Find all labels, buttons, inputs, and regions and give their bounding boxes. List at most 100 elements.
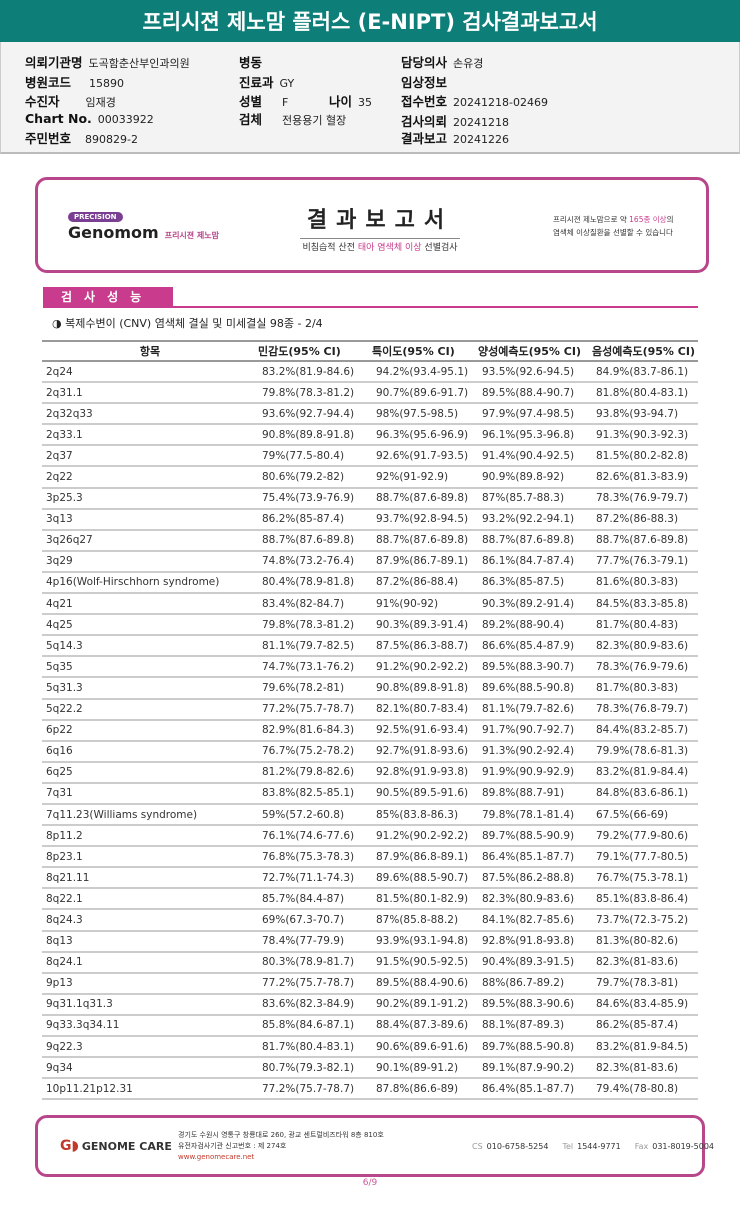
cell-value: 91.2%(90.2-92.2) xyxy=(372,656,478,679)
cell-item: 8q21.11 xyxy=(42,867,258,890)
cell-item: 7q31 xyxy=(42,782,258,805)
cell-value: 88.7%(87.6-89.8) xyxy=(478,529,592,552)
cell-value: 83.8%(82.5-85.1) xyxy=(258,782,372,805)
field-rrn: 주민번호 890829-2 xyxy=(25,131,138,146)
table-row: 5q14.3 81.1%(79.7-82.5) 87.5%(86.3-88.7) 86… xyxy=(42,635,698,658)
cell-value: 85.1%(83.8-86.4) xyxy=(592,888,698,911)
cell-item: 6q25 xyxy=(42,761,258,784)
cell-value: 74.7%(73.1-76.2) xyxy=(258,656,372,679)
cell-value: 93.6%(92.7-94.4) xyxy=(258,403,372,426)
column-header: 항목 xyxy=(42,340,258,362)
column-header: 특이도(95% CI) xyxy=(372,340,478,362)
cell-value: 79%(77.5-80.4) xyxy=(258,445,372,468)
cell-value: 92.6%(91.7-93.5) xyxy=(372,445,478,468)
cell-value: 76.7%(75.2-78.2) xyxy=(258,740,372,763)
table-row: 8q21.11 72.7%(71.1-74.3) 89.6%(88.5-90.7) 8… xyxy=(42,867,698,890)
cell-value: 81.7%(80.4-83.1) xyxy=(258,1036,372,1059)
footer-address: 경기도 수원시 영통구 창룡대로 260, 광교 센트럴비즈타워 8층 810호… xyxy=(178,1131,384,1161)
table-row: 8q24.1 80.3%(78.9-81.7) 91.5%(90.5-92.5) 90… xyxy=(42,951,698,974)
cell-item: 6p22 xyxy=(42,719,258,742)
cell-value: 93.2%(92.2-94.1) xyxy=(478,508,592,531)
cell-value: 84.6%(83.4-85.9) xyxy=(592,993,698,1016)
cell-value: 79.9%(78.6-81.3) xyxy=(592,740,698,763)
table-row: 6p22 82.9%(81.6-84.3) 92.5%(91.6-93.4) 91.7… xyxy=(42,719,698,742)
cell-value: 86.4%(85.1-87.7) xyxy=(478,846,592,869)
table-row: 8q13 78.4%(77-79.9) 93.9%(93.1-94.8) 92.8%(… xyxy=(42,930,698,953)
cell-item: 9q34 xyxy=(42,1057,258,1080)
table-row: 2q37 79%(77.5-80.4) 92.6%(91.7-93.5) 91.4%(… xyxy=(42,445,698,468)
table-row: 7q31 83.8%(82.5-85.1) 90.5%(89.5-91.6) 89.8… xyxy=(42,782,698,805)
report-title-bar: 프리시젼 제노맘 플러스 (E-NIPT) 검사결과보고서 xyxy=(0,0,740,42)
cell-item: 6q16 xyxy=(42,740,258,763)
field-specimen: 검체 전용용기 혈장 xyxy=(239,112,347,127)
genome-care-logo-icon: G◗ xyxy=(60,1138,79,1154)
cell-value: 90.3%(89.3-91.4) xyxy=(372,614,478,637)
cell-value: 90.2%(89.1-91.2) xyxy=(372,993,478,1016)
cell-item: 10p11.21p12.31 xyxy=(42,1078,258,1101)
cell-value: 73.7%(72.3-75.2) xyxy=(592,909,698,932)
cell-item: 3p25.3 xyxy=(42,487,258,510)
table-row: 10p11.21p12.31 77.2%(75.7-78.7) 87.8%(86.6… xyxy=(42,1078,698,1101)
cell-value: 89.2%(88-90.4) xyxy=(478,614,592,637)
cell-item: 3q13 xyxy=(42,508,258,531)
cell-value: 82.3%(81-83.6) xyxy=(592,951,698,974)
cell-value: 79.4%(78-80.8) xyxy=(592,1078,698,1101)
cell-value: 89.6%(88.5-90.7) xyxy=(372,867,478,890)
cell-value: 85%(83.8-86.3) xyxy=(372,803,478,827)
field-report: 결과보고 20241226 xyxy=(401,131,510,146)
cell-value: 90.8%(89.8-91.8) xyxy=(372,677,478,700)
table-row: 9q33.3q34.11 85.8%(84.6-87.1) 88.4%(87.3-8… xyxy=(42,1014,698,1038)
report-tagline: 프리시젼 제노맘으로 약 165종 이상의 염색체 이상질환을 선별할 수 있습니… xyxy=(553,215,674,237)
cell-value: 92%(91-92.9) xyxy=(372,466,478,489)
table-row: 7q11.23(Williams syndrome) 59%(57.2-60.8)… xyxy=(42,803,698,827)
genome-care-logo: G◗ GENOME CARE xyxy=(60,1138,172,1154)
cell-value: 94.2%(93.4-95.1) xyxy=(372,361,478,384)
cell-value: 78.4%(77-79.9) xyxy=(258,930,372,953)
cell-value: 93.5%(92.6-94.5) xyxy=(478,361,592,384)
table-row: 9q22.3 81.7%(80.4-83.1) 90.6%(89.6-91.6) 89… xyxy=(42,1036,698,1059)
cell-value: 69%(67.3-70.7) xyxy=(258,909,372,932)
cell-item: 8p11.2 xyxy=(42,825,258,848)
cell-item: 5q14.3 xyxy=(42,635,258,658)
table-row: 8q22.1 85.7%(84.4-87) 81.5%(80.1-82.9) 82.3… xyxy=(42,888,698,911)
cell-value: 84.5%(83.3-85.8) xyxy=(592,593,698,616)
cell-value: 85.8%(84.6-87.1) xyxy=(258,1014,372,1038)
cell-value: 80.7%(79.3-82.1) xyxy=(258,1057,372,1080)
cell-value: 87.8%(86.6-89) xyxy=(372,1078,478,1101)
cell-value: 77.2%(75.7-78.7) xyxy=(258,972,372,995)
cell-item: 8p23.1 xyxy=(42,846,258,869)
cell-value: 87.5%(86.3-88.7) xyxy=(372,635,478,658)
cell-value: 77.7%(76.3-79.1) xyxy=(592,550,698,573)
cell-value: 91.3%(90.2-92.4) xyxy=(478,740,592,763)
cell-item: 4q25 xyxy=(42,614,258,637)
cell-item: 9q31.1q31.3 xyxy=(42,993,258,1016)
column-header: 음성예측도(95% CI) xyxy=(592,340,698,362)
field-code: 병원코드 15890 xyxy=(25,75,125,90)
cell-value: 96.1%(95.3-96.8) xyxy=(478,424,592,447)
report-heading: 결과보고서 xyxy=(300,202,460,239)
cell-value: 89.5%(88.4-90.7) xyxy=(478,382,592,405)
cell-value: 81.2%(79.8-82.6) xyxy=(258,761,372,784)
cell-value: 93.9%(93.1-94.8) xyxy=(372,930,478,953)
cell-value: 83.2%(81.9-84.6) xyxy=(258,361,372,384)
website-link[interactable]: www.genomecare.net xyxy=(178,1153,255,1161)
cell-value: 81.8%(80.4-83.1) xyxy=(592,382,698,405)
footer-contacts: CS 010-6758-5254 Tel 1544-9771 Fax 031-8019-5… xyxy=(472,1142,714,1151)
cell-item: 9p13 xyxy=(42,972,258,995)
cell-value: 91.7%(90.7-92.7) xyxy=(478,719,592,742)
cell-value: 87.5%(86.2-88.8) xyxy=(478,867,592,890)
cell-value: 87.9%(86.8-89.1) xyxy=(372,846,478,869)
cell-value: 76.8%(75.3-78.3) xyxy=(258,846,372,869)
cell-value: 89.5%(88.4-90.6) xyxy=(372,972,478,995)
cell-value: 86.4%(85.1-87.7) xyxy=(478,1078,592,1101)
cell-value: 98%(97.5-98.5) xyxy=(372,403,478,426)
cell-value: 86.3%(85-87.5) xyxy=(478,571,592,595)
cell-value: 90.4%(89.3-91.5) xyxy=(478,951,592,974)
cell-value: 90.9%(89.8-92) xyxy=(478,466,592,489)
performance-table: 항목 민감도(95% CI) 특이도(95% CI) 양성예측도(95% CI) 음성예… xyxy=(42,340,698,1101)
cell-item: 2q22 xyxy=(42,466,258,489)
cell-value: 80.6%(79.2-82) xyxy=(258,466,372,489)
cell-value: 78.3%(76.9-79.7) xyxy=(592,487,698,510)
field-doctor: 담당의사 손유경 xyxy=(401,55,484,70)
cell-value: 87.2%(86-88.3) xyxy=(592,508,698,531)
